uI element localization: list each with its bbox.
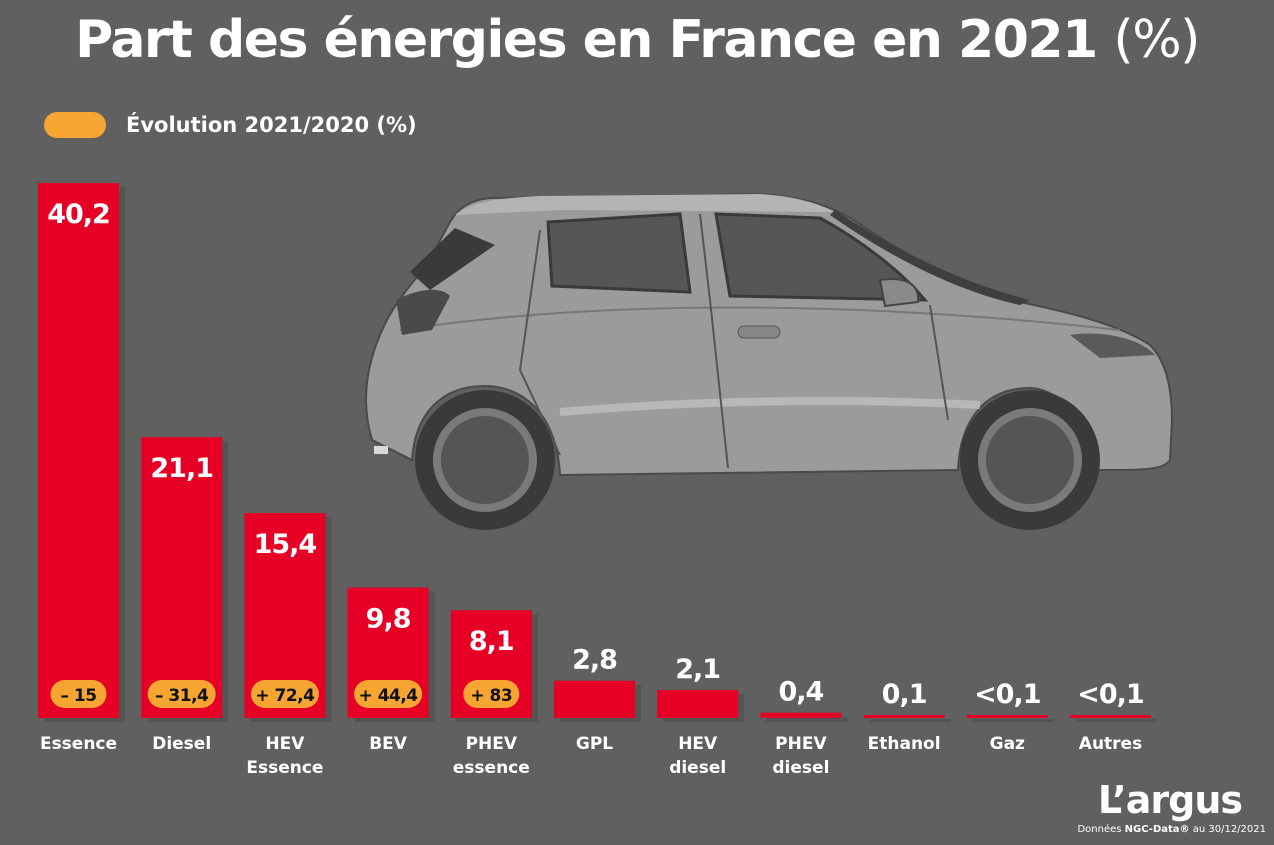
category-label: PHEV bbox=[775, 734, 827, 754]
category-label: essence bbox=[453, 758, 530, 778]
evolution-badge bbox=[250, 680, 319, 708]
category-label: PHEV bbox=[466, 734, 518, 754]
bar-ethanol bbox=[863, 715, 945, 718]
category-label: diesel bbox=[772, 758, 829, 778]
value-label: 2,8 bbox=[572, 645, 617, 676]
bar-gpl bbox=[554, 680, 635, 718]
source-name: NGC-Data® bbox=[1124, 824, 1190, 835]
chart-title-unit: (%) bbox=[1113, 10, 1200, 70]
bar-diesel bbox=[141, 437, 223, 718]
evolution-label: – 15 bbox=[60, 686, 96, 706]
evolution-label: + 72,4 bbox=[255, 686, 315, 706]
value-label: 40,2 bbox=[47, 199, 110, 230]
source-suffix: au 30/12/2021 bbox=[1192, 824, 1266, 835]
legend-label: Évolution 2021/2020 (%) bbox=[126, 113, 417, 137]
value-label: 15,4 bbox=[254, 529, 317, 560]
value-label: 9,8 bbox=[366, 604, 411, 635]
category-label: HEV bbox=[265, 734, 305, 754]
value-label: <0,1 bbox=[1077, 679, 1143, 710]
value-label: 2,1 bbox=[675, 654, 720, 685]
category-label: GPL bbox=[576, 734, 613, 754]
category-label: Autres bbox=[1079, 734, 1142, 754]
category-label: Diesel bbox=[152, 734, 211, 754]
brand-logo: L’argus bbox=[1097, 778, 1243, 822]
bar-hev-diesel bbox=[657, 690, 739, 718]
evolution-badge bbox=[354, 680, 423, 708]
bar-shadow bbox=[869, 719, 951, 722]
evolution-label: + 83 bbox=[470, 686, 512, 706]
bar-gaz bbox=[966, 715, 1048, 718]
car-illustration bbox=[364, 192, 1174, 530]
bar-essence bbox=[38, 183, 119, 718]
evolution-badge bbox=[463, 680, 520, 708]
category-label: diesel bbox=[669, 758, 726, 778]
category-label: Gaz bbox=[990, 734, 1025, 754]
bar-autres bbox=[1070, 715, 1151, 718]
category-label: Ethanol bbox=[868, 734, 941, 754]
bar-phev-diesel bbox=[760, 712, 842, 718]
value-label: 8,1 bbox=[469, 626, 514, 657]
legend: Évolution 2021/2020 (%) bbox=[44, 112, 417, 138]
source-prefix: Données bbox=[1077, 824, 1122, 835]
evolution-label: – 31,4 bbox=[155, 686, 209, 706]
chart-title: Part des énergies en France en 2021 (%) bbox=[0, 10, 1274, 70]
value-label: 21,1 bbox=[150, 453, 213, 484]
category-label: HEV bbox=[678, 734, 718, 754]
evolution-badge bbox=[50, 680, 107, 708]
evolution-badge bbox=[147, 680, 216, 708]
category-label: Essence bbox=[40, 734, 117, 754]
value-label: 0,4 bbox=[778, 677, 823, 708]
evolution-label: + 44,4 bbox=[359, 686, 419, 706]
chart-title-text: Part des énergies en France en 2021 bbox=[75, 10, 1098, 70]
bar-shadow bbox=[972, 719, 1054, 722]
category-label: BEV bbox=[369, 734, 408, 754]
category-label: Essence bbox=[246, 758, 323, 778]
bar-shadow bbox=[766, 716, 848, 722]
source-note: Données NGC-Data® au 30/12/2021 bbox=[1077, 824, 1266, 835]
value-label: 0,1 bbox=[882, 679, 927, 710]
value-label: <0,1 bbox=[974, 679, 1040, 710]
legend-swatch bbox=[44, 112, 106, 138]
bar-shadow bbox=[1076, 719, 1157, 722]
